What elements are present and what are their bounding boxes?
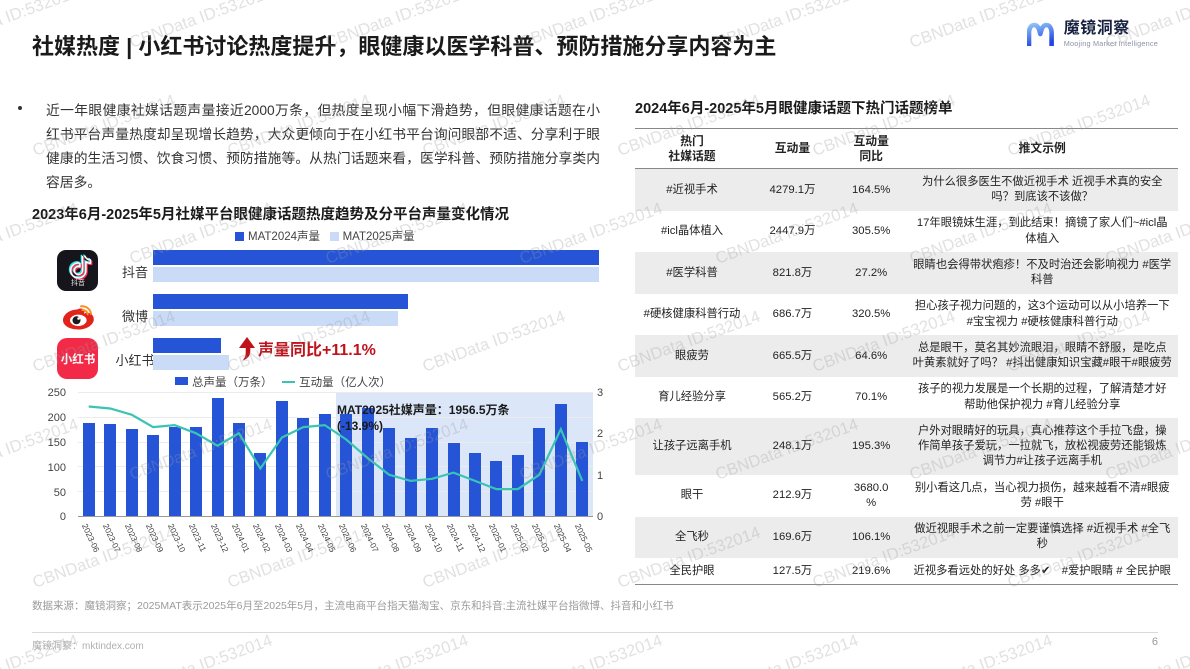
svg-text:抖音: 抖音 bbox=[71, 278, 85, 288]
svg-text:CBNData ID:532014: CBNData ID:532014 bbox=[323, 631, 471, 669]
svg-text:CBNData ID:532014: CBNData ID:532014 bbox=[127, 631, 275, 669]
svg-text:CBNData ID:532014: CBNData ID:532014 bbox=[713, 631, 861, 669]
svg-text:CBNData ID:532014: CBNData ID:532014 bbox=[1103, 631, 1190, 669]
svg-text:小红书: 小红书 bbox=[61, 351, 96, 367]
svg-text:CBNData ID:532014: CBNData ID:532014 bbox=[517, 631, 665, 669]
svg-text:CBNData ID:532014: CBNData ID:532014 bbox=[907, 631, 1055, 669]
